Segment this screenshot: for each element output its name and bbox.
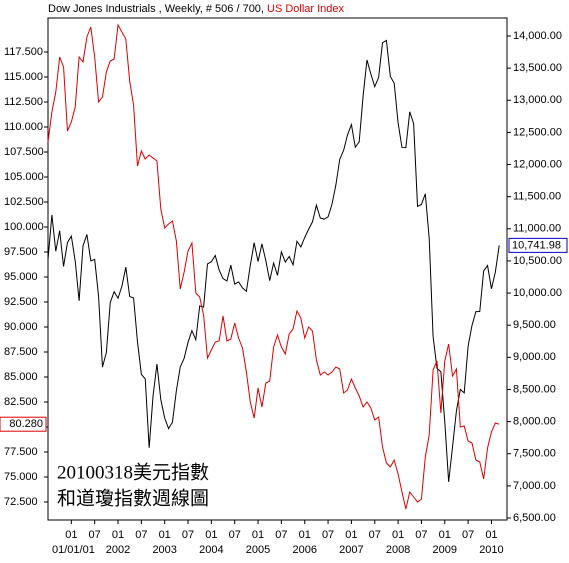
annotation: 和道瓊指數週線圖 xyxy=(57,487,209,509)
y2-tick-label: 7,000.00 xyxy=(513,480,556,492)
year-label: 01/01/01 xyxy=(52,544,95,556)
y2-tick-label: 13,000.00 xyxy=(513,94,562,106)
year-label: 2005 xyxy=(246,544,270,556)
x-tick-label: 01 xyxy=(159,529,171,541)
x-tick-label: 01 xyxy=(392,529,404,541)
y2-tick-label: 6,500.00 xyxy=(513,512,556,524)
last-value-box xyxy=(508,237,568,253)
y2-tick-label: 8,000.00 xyxy=(513,416,556,428)
series-line xyxy=(47,39,500,482)
x-tick-label: 07 xyxy=(322,529,334,541)
last-value-label: 80.280 xyxy=(9,418,43,430)
x-tick-label: 01 xyxy=(485,529,497,541)
annotation-box xyxy=(54,458,240,516)
y-tick-label: 115.000 xyxy=(4,71,43,83)
y2-tick-label: 11,500.00 xyxy=(513,191,561,203)
y-tick-label: 112.500 xyxy=(4,96,43,108)
year-label: 2009 xyxy=(433,544,457,556)
title-detail: , Weekly, # 506 / 700, xyxy=(159,3,264,15)
y2-tick-label: 12,000.00 xyxy=(513,158,562,170)
y-tick-label: 97.500 xyxy=(4,246,38,258)
x-tick-label: 01 xyxy=(345,529,357,541)
title-series-name: Dow Jones Industrials xyxy=(48,3,156,15)
x-tick-label: 07 xyxy=(415,529,427,541)
x-tick-label: 07 xyxy=(135,529,147,541)
chart-title: Dow Jones Industrials, Weekly, # 506 / 7… xyxy=(48,3,345,15)
y-tick-label: 107.500 xyxy=(4,146,44,158)
y2-tick-label: 9,000.00 xyxy=(513,351,556,363)
y2-tick-label: 10,000.00 xyxy=(513,287,562,299)
y-tick-label: 75.000 xyxy=(4,471,38,483)
year-label: 2002 xyxy=(106,544,130,556)
plot xyxy=(47,23,500,510)
title-series-name: US Dollar Index xyxy=(267,3,345,15)
x-tick-label: 07 xyxy=(229,529,241,541)
y2-tick-label: 9,500.00 xyxy=(513,319,556,331)
y2-tick-label: 7,500.00 xyxy=(513,448,556,460)
annotation: 20100318美元指數 xyxy=(57,461,209,483)
y-tick-label: 117.500 xyxy=(4,46,43,58)
y2-tick-label: 13,500.00 xyxy=(513,62,562,74)
y-tick-label: 105.000 xyxy=(4,171,44,183)
y-tick-label: 85.000 xyxy=(4,371,38,383)
plot-frame xyxy=(47,17,508,521)
y2-tick-label: 10,500.00 xyxy=(513,255,562,267)
y2-tick-label: 8,500.00 xyxy=(513,383,556,395)
x-tick-label: 01 xyxy=(205,529,217,541)
year-label: 2007 xyxy=(339,544,363,556)
x-tick-label: 01 xyxy=(112,529,124,541)
y-tick-label: 100.000 xyxy=(4,221,44,233)
x-tick-label: 01 xyxy=(252,529,264,541)
x-tick-label: 07 xyxy=(89,529,101,541)
year-label: 2010 xyxy=(479,544,503,556)
x-tick-label: 01 xyxy=(65,529,77,541)
y2-tick-label: 11,000.00 xyxy=(513,223,561,235)
y-tick-label: 95.000 xyxy=(4,271,38,283)
y-tick-label: 92.500 xyxy=(4,296,38,308)
y-tick-label: 72.500 xyxy=(4,496,38,508)
last-value-label: 10,741.98 xyxy=(512,239,561,251)
y-tick-label: 102.500 xyxy=(4,196,44,208)
y-tick-label: 90.000 xyxy=(4,321,38,333)
last-value-box xyxy=(0,416,47,432)
y-tick-label: 110.000 xyxy=(4,121,43,133)
x-tick-label: 01 xyxy=(439,529,451,541)
y2-tick-label: 14,000.00 xyxy=(513,30,562,42)
year-label: 2008 xyxy=(386,544,410,556)
x-tick-label: 07 xyxy=(462,529,474,541)
y2-tick-label: 12,500.00 xyxy=(513,126,562,138)
y-tick-label: 82.500 xyxy=(4,396,38,408)
series-line xyxy=(47,23,500,510)
x-tick-label: 01 xyxy=(299,529,311,541)
x-tick-label: 07 xyxy=(275,529,287,541)
year-label: 2006 xyxy=(292,544,316,556)
x-tick-label: 07 xyxy=(369,529,381,541)
y-tick-label: 87.500 xyxy=(4,346,38,358)
year-label: 2003 xyxy=(152,544,176,556)
x-tick-label: 07 xyxy=(182,529,194,541)
year-label: 2004 xyxy=(199,544,223,556)
y-tick-label: 77.500 xyxy=(4,446,38,458)
